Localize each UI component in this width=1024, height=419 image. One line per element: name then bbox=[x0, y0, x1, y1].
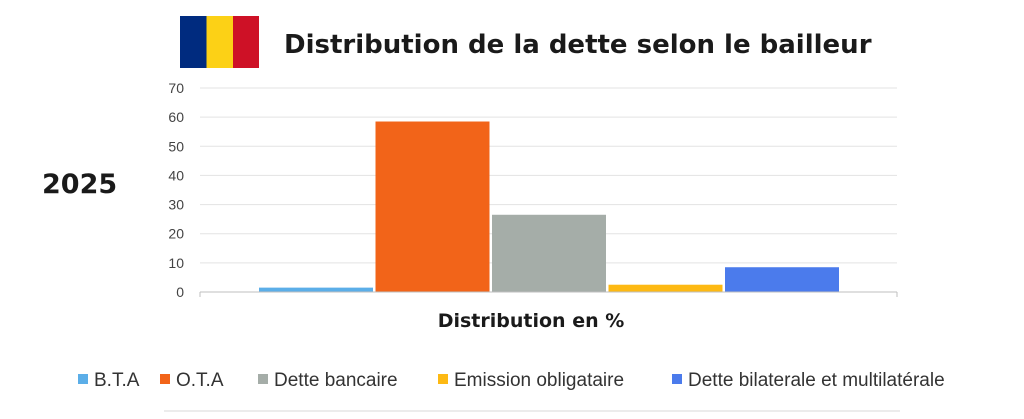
legend-swatch bbox=[258, 374, 268, 384]
legend: B.T.A O.T.A Dette bancaire Emission obligat… bbox=[78, 370, 945, 391]
year-label: 2025 bbox=[42, 169, 117, 200]
legend-swatch bbox=[672, 374, 682, 384]
flag-stripe-2 bbox=[206, 16, 233, 68]
y-tick-label: 0 bbox=[176, 284, 184, 300]
y-axis-ticks: 0 10 20 30 40 50 60 70 bbox=[168, 80, 184, 300]
legend-swatch bbox=[438, 374, 448, 384]
bar-4 bbox=[608, 284, 723, 292]
y-tick-label: 20 bbox=[168, 226, 184, 242]
bar-1 bbox=[259, 287, 373, 292]
flag-stripe-1 bbox=[180, 16, 207, 68]
flag-stripe-3 bbox=[233, 16, 259, 68]
legend-swatch bbox=[160, 374, 170, 384]
y-tick-label: 60 bbox=[168, 109, 184, 125]
legend-label: Emission obligataire bbox=[454, 370, 624, 391]
bars bbox=[259, 121, 839, 292]
y-tick-label: 50 bbox=[168, 138, 184, 154]
y-tick-label: 40 bbox=[168, 167, 184, 183]
legend-item: Emission obligataire bbox=[438, 370, 624, 391]
chart-title: Distribution de la dette selon le baille… bbox=[284, 30, 872, 60]
legend-label: O.T.A bbox=[176, 370, 224, 391]
legend-label: Dette bancaire bbox=[274, 370, 398, 391]
y-tick-label: 30 bbox=[168, 197, 184, 213]
x-axis-label: Distribution en % bbox=[438, 310, 625, 332]
bar-2 bbox=[375, 121, 490, 292]
legend-item: Dette bilaterale et multilatérale bbox=[672, 370, 945, 391]
legend-item: B.T.A bbox=[78, 370, 140, 391]
legend-label: B.T.A bbox=[94, 370, 140, 391]
x-axis-tick-marks bbox=[199, 292, 898, 297]
grid bbox=[200, 87, 897, 264]
y-tick-label: 70 bbox=[168, 80, 184, 96]
legend-item: O.T.A bbox=[160, 370, 224, 391]
legend-label: Dette bilaterale et multilatérale bbox=[688, 370, 945, 391]
y-tick-label: 10 bbox=[168, 255, 184, 271]
flag-icon bbox=[180, 16, 259, 68]
bar-3 bbox=[492, 214, 606, 292]
legend-item: Dette bancaire bbox=[258, 370, 398, 391]
legend-swatch bbox=[78, 374, 88, 384]
bar-5 bbox=[725, 267, 839, 292]
